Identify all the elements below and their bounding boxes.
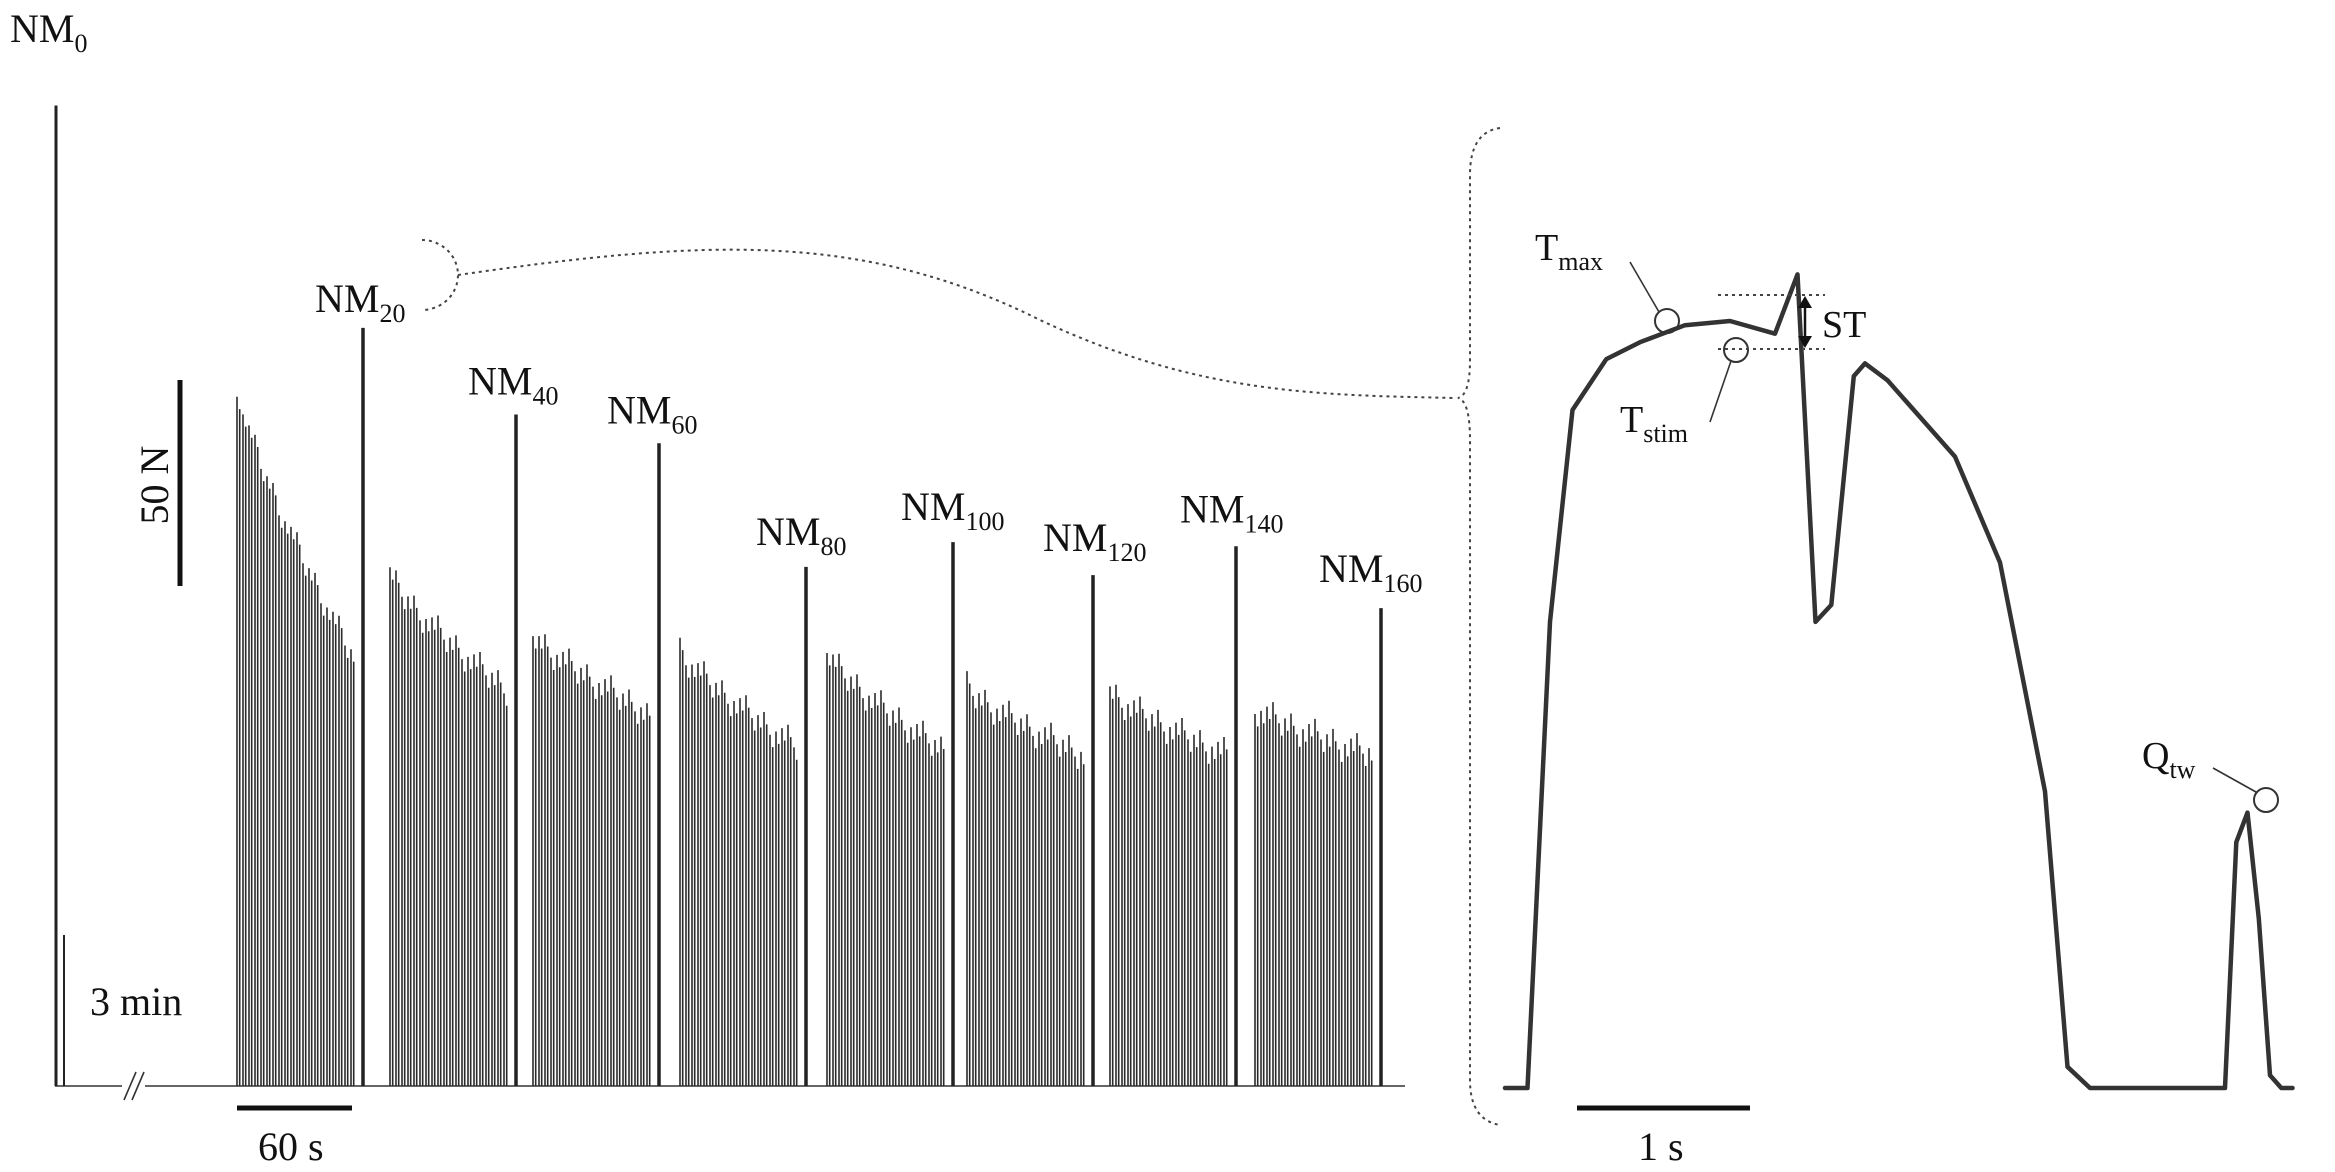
mvc-peak-labels: NM20 NM40 NM60 NM80 NM100 NM120 NM140 NM160	[315, 276, 1422, 598]
time-scale-label-left: 60 s	[258, 1124, 324, 1169]
tstim-label: Tstim	[1620, 399, 1688, 448]
time-scale-label-right: 1 s	[1638, 1124, 1684, 1169]
force-scale-label: 50 N	[132, 446, 177, 525]
mvc-peak-label: NM100	[901, 484, 1004, 536]
zoom-brace	[1457, 127, 1501, 1126]
st-label: ST	[1822, 304, 1866, 346]
zoom-half-circle	[421, 239, 459, 311]
st-arrow-head-down	[1798, 336, 1812, 348]
mvc-peak-label: NM20	[315, 276, 405, 328]
mvc-peak-bars	[361, 327, 1383, 1086]
submaximal-contraction-bars	[236, 396, 1373, 1086]
qtw-label: Qtw	[2142, 735, 2196, 784]
mvc-peak-label: NM40	[468, 358, 558, 410]
initial-mvc-bar	[54, 105, 65, 1086]
initial-mvc-label: NM0	[10, 6, 87, 58]
right-panel: Tmax Tstim ST Qtw 1 s	[1502, 227, 2295, 1169]
mvc-peak-label: NM120	[1043, 515, 1146, 567]
tstim-leader	[1709, 360, 1732, 423]
mvc-peak-label: NM60	[607, 387, 697, 439]
mvc-peak-label: NM140	[1180, 486, 1283, 538]
break-label: 3 min	[90, 979, 182, 1024]
st-arrow-head-up	[1798, 296, 1812, 308]
mvc-peak-label: NM80	[756, 509, 846, 561]
left-panel: 3 min NM0 NM20 NM40 NM60 NM80 NM100 NM120 NM14…	[10, 6, 1422, 1169]
tmax-marker	[1654, 308, 1680, 334]
axis-break-symbol	[123, 1071, 145, 1101]
qtw-marker	[2253, 787, 2279, 813]
force-trace	[1502, 272, 2295, 1091]
tmax-label: Tmax	[1535, 227, 1603, 276]
zoom-connector	[421, 127, 1501, 1126]
mvc-peak-label: NM160	[1319, 546, 1422, 598]
zoom-connector-curve	[457, 248, 1456, 399]
qtw-leader	[2212, 767, 2257, 793]
tmax-leader	[1629, 261, 1660, 313]
